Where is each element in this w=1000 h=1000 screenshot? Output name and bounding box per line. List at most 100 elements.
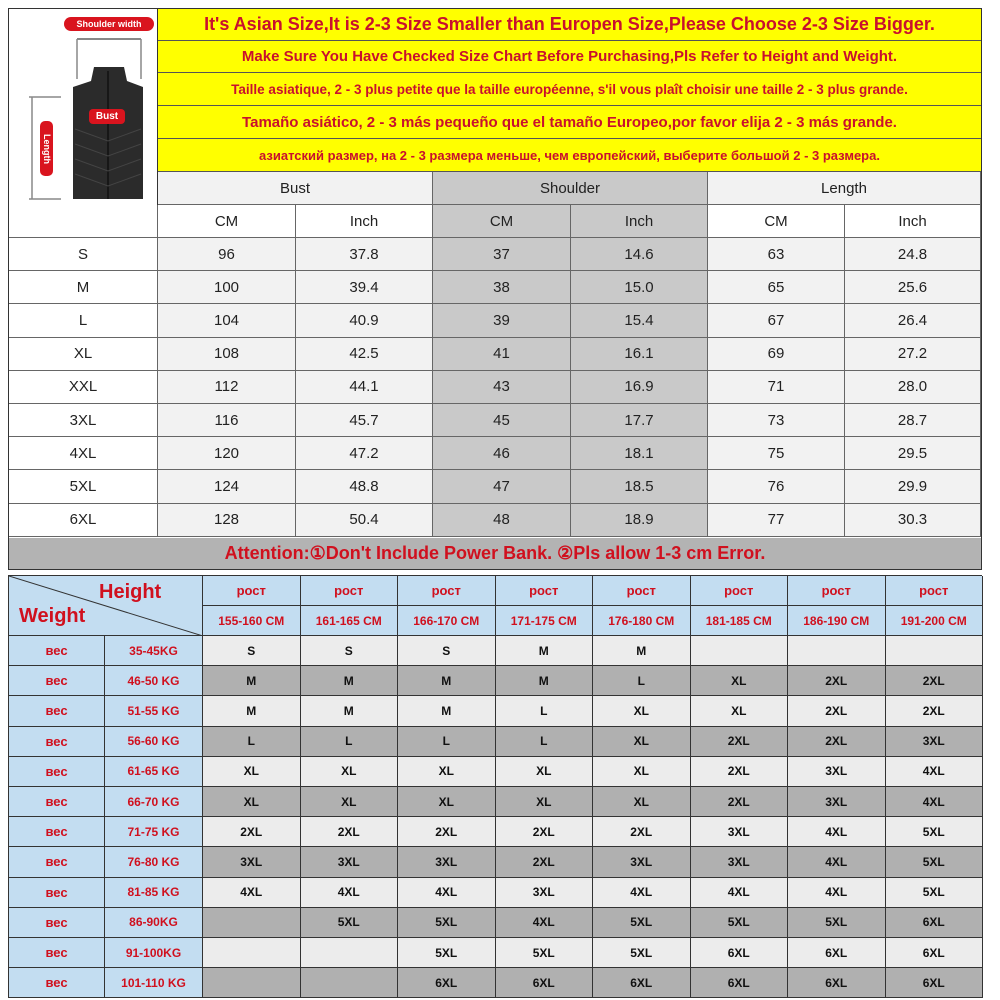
recommended-size-cell: M — [203, 666, 301, 697]
recommended-size-cell: L — [398, 726, 496, 757]
measurement-cell: 18.9 — [571, 503, 708, 537]
measurement-cell: 44.1 — [296, 370, 433, 404]
size-label: L — [9, 304, 158, 338]
measurement-cell: 77 — [708, 503, 845, 537]
measurement-cell: 16.9 — [571, 370, 708, 404]
recommended-size-cell: XL — [593, 787, 691, 818]
recommended-size-cell: 5XL — [398, 938, 496, 969]
weight-prefix: вес — [9, 636, 105, 667]
recommended-size-cell: 2XL — [690, 787, 788, 818]
weight-range: 81-85 KG — [105, 877, 203, 908]
height-prefix: рост — [690, 576, 788, 606]
weight-prefix: вес — [9, 907, 105, 938]
measurement-cell: 29.5 — [845, 437, 981, 471]
measurement-cell: 48 — [433, 503, 571, 537]
weight-range: 56-60 KG — [105, 726, 203, 757]
weight-prefix: вес — [9, 847, 105, 878]
recommended-size-cell: XL — [398, 787, 496, 818]
weight-prefix: вес — [9, 696, 105, 727]
unit-header: Inch — [571, 205, 708, 238]
recommended-size-cell — [885, 636, 983, 667]
bust-tag: Bust — [89, 109, 125, 124]
height-range: 176-180 CM — [593, 606, 691, 636]
height-range: 171-175 CM — [495, 606, 593, 636]
recommended-size-cell: XL — [300, 787, 398, 818]
measurement-cell: 71 — [708, 370, 845, 404]
measurement-cell: 108 — [158, 337, 296, 371]
recommended-size-cell: S — [203, 636, 301, 667]
weight-range: 86-90KG — [105, 907, 203, 938]
size-label: S — [9, 238, 158, 272]
recommended-size-cell: 6XL — [495, 968, 593, 999]
measurement-cell: 112 — [158, 370, 296, 404]
measurement-cell: 17.7 — [571, 404, 708, 438]
weight-prefix: вес — [9, 968, 105, 999]
height-label: Height — [99, 581, 162, 603]
recommended-size-cell — [788, 636, 886, 667]
size-label: 5XL — [9, 470, 158, 504]
notice-banner: азиатский размер, на 2 - 3 размера меньш… — [158, 139, 981, 172]
measurement-cell: 18.5 — [571, 470, 708, 504]
corner-header: Height Weight — [9, 576, 203, 636]
measurement-cell: 27.2 — [845, 337, 981, 371]
recommended-size-cell: 6XL — [690, 968, 788, 999]
recommended-size-cell: XL — [495, 787, 593, 818]
recommended-size-cell: 2XL — [690, 756, 788, 787]
measurement-cell: 41 — [433, 337, 571, 371]
recommended-size-cell — [203, 968, 301, 999]
recommended-size-cell: XL — [398, 756, 496, 787]
measurement-cell: 116 — [158, 404, 296, 438]
measurement-cell: 67 — [708, 304, 845, 338]
height-prefix: рост — [203, 576, 301, 606]
recommended-size-cell: M — [398, 666, 496, 697]
recommended-size-cell: 6XL — [690, 938, 788, 969]
measurement-cell: 40.9 — [296, 304, 433, 338]
weight-prefix: вес — [9, 877, 105, 908]
measurement-cell: 45.7 — [296, 404, 433, 438]
recommended-size-cell: 3XL — [690, 817, 788, 848]
measurement-cell: 37.8 — [296, 238, 433, 272]
height-prefix: рост — [398, 576, 496, 606]
height-range: 166-170 CM — [398, 606, 496, 636]
recommended-size-cell: 4XL — [788, 847, 886, 878]
height-prefix: рост — [885, 576, 983, 606]
shoulder-width-tag: Shoulder width — [64, 17, 154, 31]
recommended-size-cell: 6XL — [788, 968, 886, 999]
recommended-size-cell: 6XL — [593, 968, 691, 999]
recommended-size-cell: 3XL — [788, 756, 886, 787]
recommended-size-cell — [203, 907, 301, 938]
recommended-size-cell: 5XL — [593, 907, 691, 938]
recommended-size-cell: 5XL — [690, 907, 788, 938]
recommended-size-cell: 3XL — [593, 847, 691, 878]
recommended-size-cell: 6XL — [885, 907, 983, 938]
weight-range: 101-110 KG — [105, 968, 203, 999]
recommended-size-cell: 2XL — [690, 726, 788, 757]
height-range: 161-165 CM — [300, 606, 398, 636]
recommended-size-cell — [690, 636, 788, 667]
recommended-size-cell: M — [300, 666, 398, 697]
measurement-cell: 26.4 — [845, 304, 981, 338]
measurement-cell: 14.6 — [571, 238, 708, 272]
measurement-cell: 124 — [158, 470, 296, 504]
measurement-cell: 39.4 — [296, 271, 433, 305]
measurement-cell: 37 — [433, 238, 571, 272]
recommended-size-cell: XL — [593, 696, 691, 727]
measurement-cell: 73 — [708, 404, 845, 438]
recommended-size-cell: 5XL — [398, 907, 496, 938]
weight-range: 51-55 KG — [105, 696, 203, 727]
recommended-size-cell: XL — [593, 756, 691, 787]
measurement-cell: 42.5 — [296, 337, 433, 371]
recommended-size-cell: L — [495, 726, 593, 757]
weight-range: 91-100KG — [105, 938, 203, 969]
recommended-size-cell: XL — [690, 696, 788, 727]
column-group-header: Length — [708, 172, 981, 205]
measurement-cell: 104 — [158, 304, 296, 338]
recommended-size-cell: 3XL — [495, 877, 593, 908]
recommended-size-cell: 4XL — [885, 787, 983, 818]
recommended-size-cell: S — [300, 636, 398, 667]
weight-prefix: вес — [9, 726, 105, 757]
weight-prefix: вес — [9, 666, 105, 697]
weight-prefix: вес — [9, 787, 105, 818]
notice-banner: Taille asiatique, 2 - 3 plus petite que … — [158, 73, 981, 106]
height-range: 181-185 CM — [690, 606, 788, 636]
